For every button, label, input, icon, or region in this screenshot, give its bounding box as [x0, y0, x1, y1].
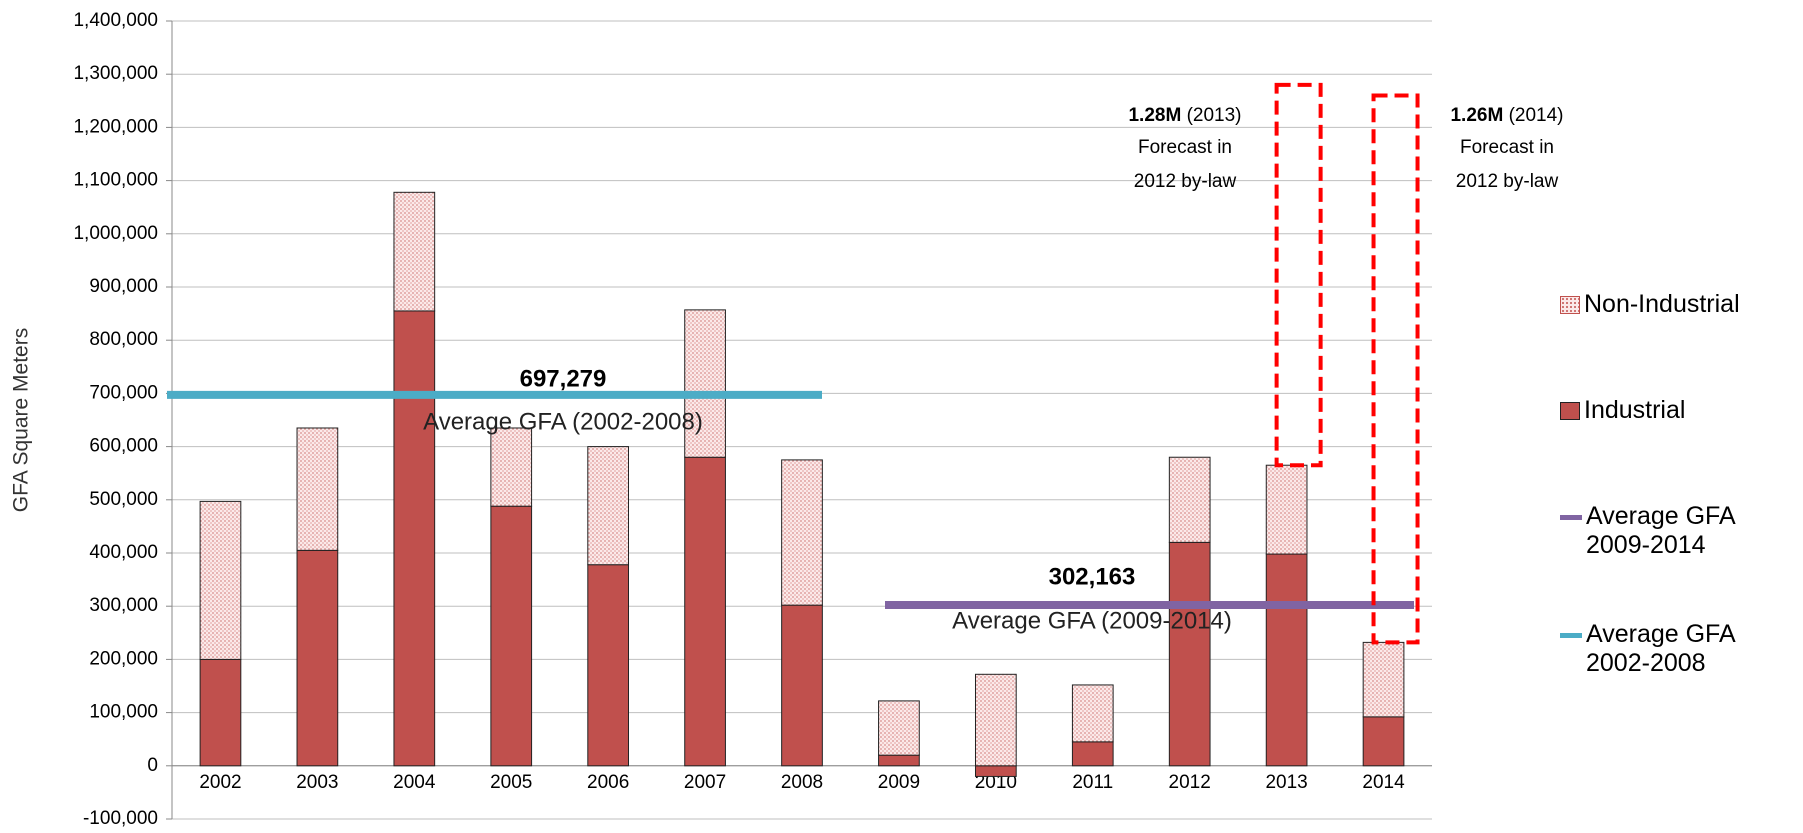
- forecast-label: 1.28M (2013): [1128, 105, 1241, 126]
- x-tick-label: 2013: [1265, 772, 1307, 793]
- forecast-label: 1.26M (2014): [1450, 105, 1563, 126]
- average-value-label: 697,279: [520, 365, 607, 392]
- y-tick-label: 200,000: [89, 648, 158, 669]
- legend-item: Industrial: [1560, 396, 1780, 425]
- x-tick-label: 2004: [393, 772, 436, 793]
- bar-non-industrial: [781, 459, 823, 606]
- forecast-note: 2012 by-law: [1134, 171, 1237, 192]
- forecast-year: (2013): [1187, 105, 1242, 126]
- bar-industrial: [1168, 541, 1211, 767]
- bar-industrial: [781, 604, 823, 767]
- x-tick-label: 2011: [1072, 772, 1113, 793]
- bar-industrial: [490, 505, 533, 767]
- forecast-box: [1371, 93, 1420, 645]
- x-tick-label: 2003: [296, 772, 338, 793]
- legend-label: Average GFA 2009-2014: [1586, 502, 1735, 559]
- y-tick-label: 600,000: [89, 436, 158, 457]
- legend-swatch: [1560, 402, 1580, 420]
- forecast-box: [1274, 82, 1323, 468]
- y-axis-label: GFA Square Meters: [10, 328, 33, 512]
- forecast-note: 2012 by-law: [1456, 171, 1559, 192]
- x-tick-label: 2014: [1362, 772, 1405, 793]
- average-value-label: 302,163: [1049, 563, 1136, 590]
- x-tick-label: 2008: [781, 772, 823, 793]
- legend-swatch: [1560, 296, 1580, 314]
- bar-industrial: [587, 564, 630, 767]
- y-tick-label: 800,000: [89, 329, 158, 350]
- y-tick-label: 0: [147, 755, 158, 776]
- bar-industrial: [199, 658, 242, 767]
- forecast-value: 1.26M: [1450, 105, 1503, 126]
- legend-label: Industrial: [1584, 396, 1686, 424]
- bar-non-industrial: [1168, 456, 1211, 543]
- bar-non-industrial: [296, 427, 339, 551]
- bar-industrial: [1265, 553, 1308, 767]
- bar-non-industrial: [1265, 464, 1308, 555]
- bar-non-industrial: [587, 446, 630, 566]
- y-tick-label: 700,000: [89, 382, 158, 403]
- bar-industrial: [1071, 741, 1114, 767]
- y-tick-label: 500,000: [89, 489, 158, 510]
- bar-industrial: [1362, 716, 1405, 767]
- bar-non-industrial: [1071, 684, 1114, 743]
- y-tick-label: 1,000,000: [73, 223, 158, 244]
- bar-industrial: [393, 310, 436, 767]
- y-tick-label: 1,300,000: [73, 63, 158, 84]
- average-caption: Average GFA (2002-2008): [423, 408, 703, 435]
- bar-non-industrial: [1362, 641, 1405, 718]
- bar-non-industrial: [490, 427, 533, 507]
- y-tick-label: 400,000: [89, 542, 158, 563]
- forecast-value: 1.28M: [1128, 105, 1181, 126]
- y-tick-label: 1,100,000: [73, 170, 158, 191]
- bar-non-industrial: [199, 500, 242, 660]
- average-caption: Average GFA (2009-2014): [952, 607, 1232, 634]
- legend-swatch: [1560, 515, 1582, 520]
- bar-non-industrial: [974, 673, 1017, 767]
- y-tick-label: 300,000: [89, 595, 158, 616]
- legend-label: Non-Industrial: [1584, 290, 1740, 318]
- bar-non-industrial: [684, 309, 726, 458]
- y-tick-label: 1,200,000: [73, 116, 158, 137]
- x-tick-label: 2002: [199, 772, 241, 793]
- legend-label: Average GFA 2002-2008: [1586, 620, 1735, 677]
- bar-industrial: [974, 765, 1017, 777]
- bar-industrial: [296, 549, 339, 767]
- x-tick-label: 2010: [975, 772, 1017, 793]
- forecast-note: Forecast in: [1138, 137, 1232, 158]
- forecast-year: (2014): [1509, 105, 1564, 126]
- bar-non-industrial: [393, 191, 436, 312]
- y-tick-label: 900,000: [89, 276, 158, 297]
- x-tick-label: 2007: [684, 772, 726, 793]
- legend-item: Average GFA 2002-2008: [1560, 620, 1780, 678]
- y-tick-label: -100,000: [83, 808, 158, 829]
- y-tick-label: 1,400,000: [73, 10, 158, 31]
- forecast-note: Forecast in: [1460, 137, 1554, 158]
- x-tick-label: 2006: [587, 772, 629, 793]
- x-tick-label: 2005: [490, 772, 532, 793]
- bar-industrial: [684, 456, 726, 767]
- legend-item: Average GFA 2009-2014: [1560, 502, 1780, 560]
- bar-industrial: [878, 754, 920, 767]
- x-tick-label: 2009: [878, 772, 920, 793]
- x-tick-label: 2012: [1169, 772, 1211, 793]
- y-tick-label: 100,000: [89, 702, 158, 723]
- legend-item: Non-Industrial: [1560, 290, 1780, 319]
- legend-swatch: [1560, 633, 1582, 638]
- bar-non-industrial: [878, 700, 920, 756]
